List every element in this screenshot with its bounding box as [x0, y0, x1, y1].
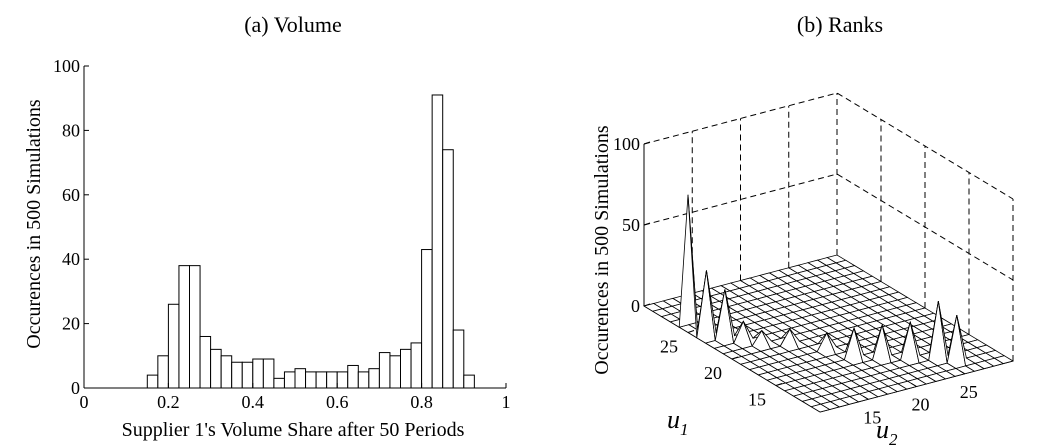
histogram-bar [336, 371, 349, 389]
histogram-bar [389, 355, 402, 389]
z-tick-mark [643, 222, 651, 226]
histogram-bar [463, 374, 475, 389]
histogram-bar [326, 371, 338, 389]
panel-a-volume-histogram: (a) Volume Occurences in 500 Simulations… [23, 12, 511, 441]
u1-label-main: u [667, 405, 680, 434]
histogram-bar [315, 371, 328, 389]
histogram-bar [294, 368, 307, 389]
z-tick-label: 100 [613, 134, 640, 154]
z-tick-label: 0 [631, 296, 640, 316]
histogram-bar [241, 361, 254, 389]
panel-a-title: (a) Volume [244, 12, 342, 37]
histogram-bar [231, 361, 243, 389]
histogram-bar [220, 355, 233, 389]
y-tick-label: 0 [71, 378, 80, 398]
y-tick-label: 20 [62, 314, 80, 334]
x-tick-label: 0.4 [242, 392, 265, 412]
histogram-bar [210, 348, 222, 389]
u2-tick-mark [911, 383, 917, 387]
panel-b-u2-label: u2 [876, 415, 898, 446]
panel-a-axes: 0 0.2 0.4 0.6 0.8 1 0 20 40 60 80 100 [53, 56, 511, 412]
histogram-bar [305, 371, 317, 389]
histogram-bar [452, 329, 465, 389]
histogram-bar [283, 371, 296, 389]
u1-tick-label: 20 [704, 363, 722, 383]
x-tick-label: 0 [80, 392, 89, 412]
z-tick-label: 50 [622, 215, 640, 235]
u1-label-sub: 1 [680, 420, 689, 439]
histogram-bar [357, 371, 370, 389]
histogram-bar [421, 249, 433, 389]
y-tick-label: 60 [62, 185, 80, 205]
x-tick-label: 0.6 [326, 392, 349, 412]
histogram-bar [252, 358, 264, 389]
histogram-bar [410, 342, 423, 389]
panel-b-u1-label: u1 [667, 405, 689, 439]
histogram-bar [189, 265, 201, 389]
x-tick-label: 0.8 [410, 392, 433, 412]
u2-tick-mark [862, 395, 869, 400]
histogram-bar [199, 335, 212, 389]
histogram-bar [442, 149, 454, 389]
surface-cell [993, 355, 1015, 364]
wall-grid-line [643, 92, 1014, 200]
u2-tick-label: 15 [863, 407, 881, 427]
histogram-bar [178, 265, 190, 389]
y-tick-label: 80 [62, 120, 80, 140]
histogram-bar [368, 368, 380, 389]
histogram-bar [157, 355, 169, 389]
u1-tick-label: 15 [748, 390, 766, 410]
histogram-bar [400, 348, 412, 389]
histogram-bar [146, 374, 159, 389]
u2-label-sub: 2 [889, 430, 898, 446]
panel-b-surface [642, 194, 1015, 413]
histogram-bar [347, 364, 359, 389]
x-tick-label: 1 [502, 392, 511, 412]
panel-a-xlabel: Supplier 1's Volume Share after 50 Perio… [122, 419, 465, 441]
histogram-bar [273, 377, 285, 389]
panel-b-ranks-surface: (b) Ranks Occurences in 500 Simulations … [591, 12, 1015, 446]
panel-b-zlabel: Occurences in 500 Simulations [591, 125, 613, 375]
histogram-bar [262, 358, 275, 389]
u2-tick-label: 20 [912, 395, 930, 415]
panel-b-ticks: 0 50 100 15 20 25 15 20 25 [613, 134, 978, 427]
u1-tick-mark [775, 383, 783, 386]
z-tick-mark [643, 303, 651, 307]
y-tick-label: 100 [53, 56, 80, 76]
histogram-bar [167, 303, 180, 389]
u1-tick-mark [731, 356, 739, 360]
u2-tick-mark [959, 370, 966, 375]
x-tick-label: 0.2 [157, 392, 180, 412]
u2-tick-label: 25 [960, 382, 978, 402]
histogram-bar [378, 352, 391, 389]
svg-text:u1: u1 [667, 405, 689, 439]
panel-a-bars [146, 94, 475, 389]
u1-tick-mark [687, 330, 695, 333]
svg-text:u2: u2 [876, 415, 898, 446]
u1-tick-label: 25 [660, 337, 678, 357]
panel-b-title: (b) Ranks [797, 12, 883, 37]
y-tick-label: 40 [62, 249, 80, 269]
u2-label-main: u [876, 415, 889, 444]
panel-a-ylabel: Occurences in 500 Simulations [23, 99, 45, 349]
histogram-bar [431, 94, 444, 389]
z-tick-mark [643, 141, 651, 145]
